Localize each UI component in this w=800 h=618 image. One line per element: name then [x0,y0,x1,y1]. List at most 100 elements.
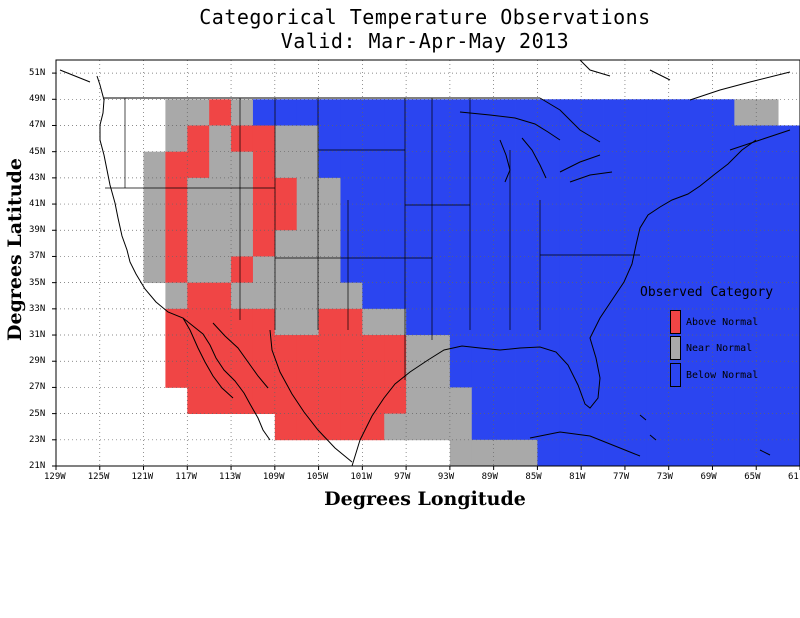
grid-cell [231,308,254,336]
grid-cell [449,177,473,205]
grid-cell [756,308,779,336]
grid-cell [296,204,319,231]
grid-cell [428,125,451,153]
grid-cell [340,335,363,362]
latitude-tick-label: 21N [29,461,46,471]
grid-cell [734,151,757,179]
grid-cell [252,387,276,415]
grid-cell [690,230,713,257]
grid-cell [493,439,516,466]
grid-cell [537,230,560,257]
grid-cell [296,256,319,284]
grid-cell [449,439,473,466]
grid-cell [734,308,757,336]
grid-cell [712,99,735,126]
map-title: Categorical Temperature Observations [199,5,651,29]
grid-cell [603,204,626,231]
grid-cell [712,361,735,388]
grid-cell [252,335,276,362]
grid-cell [428,282,451,310]
grid-cell [187,256,210,284]
grid-cell [209,99,232,126]
grid-cell [384,151,407,179]
grid-cell [603,230,626,257]
grid-cell [624,256,648,284]
coastline-mexico-pacific [269,329,353,463]
grid-cell [690,99,713,126]
grid-cell [471,99,495,126]
grid-cell [668,256,691,284]
grid-cell [668,125,691,153]
grid-cell [734,177,757,205]
grid-cell [252,256,276,284]
longitude-tick-label: 93W [437,472,455,482]
latitude-tick-label: 45N [29,146,46,157]
grid-cell [187,125,210,153]
grid-cell [559,308,582,336]
grid-cell [515,256,538,284]
grid-cell [778,151,800,179]
grid-cell [778,335,800,362]
grid-cell [537,387,560,415]
canada-coast [59,60,791,151]
grid-cell [559,125,582,153]
grid-cell [318,387,341,415]
longitude-tick-label: 125W [87,472,110,482]
grid-cell [231,256,254,284]
coastline-gulf [351,139,757,466]
latitude-tick-label: 29N [29,356,46,367]
grid-cell [559,204,582,231]
grid-cell [668,204,691,231]
grid-cell [143,230,166,257]
state-lines [105,98,640,380]
grid-cell [362,413,385,441]
grid-cell [471,151,495,179]
grid-cell [406,230,429,257]
grid-cell [690,204,713,231]
grid-cell [603,125,626,153]
grid-cell [187,151,210,179]
grid-cell [493,308,516,336]
category-cells [143,99,800,466]
legend-item-near: Near Normal [670,335,752,361]
latitude-tick-label: 47N [29,120,46,131]
grid-cell [581,413,604,441]
grid-cell [493,256,516,284]
grid-cell [690,335,713,362]
grid-cell [165,335,188,362]
grid-cell [340,177,363,205]
grid-cell [712,256,735,284]
grid-cell [428,335,451,362]
grid-cell [515,177,538,205]
grid-cell [756,413,779,441]
grid-cell [559,335,582,362]
grid-cell [778,361,800,388]
grid-cell [690,439,713,466]
grid-cell [559,282,582,310]
grid-cell [515,361,538,388]
grid-cell [493,151,516,179]
grid-cell [603,256,626,284]
grid-cell [274,125,298,153]
grid-cell [756,99,779,126]
grid-cell [318,204,341,231]
grid-cell [756,151,779,179]
grid-cell [471,125,495,153]
grid-cell [778,413,800,441]
grid-cell [624,335,648,362]
grid-cell [209,282,232,310]
grid-cell [734,256,757,284]
grid-cell [274,308,298,336]
grid-cell [537,439,560,466]
grid-cell [559,361,582,388]
longitude-tick-label: 109W [262,472,285,482]
grid-cell [187,308,210,336]
longitude-tick-label: 101W [350,472,373,482]
grid-cell [187,177,210,205]
geographic-outlines [59,60,791,466]
grid-cell [406,204,429,231]
axis-ticks [52,72,800,470]
grid-cell [734,439,757,466]
grid-cell [712,230,735,257]
grid-cell [340,282,363,310]
